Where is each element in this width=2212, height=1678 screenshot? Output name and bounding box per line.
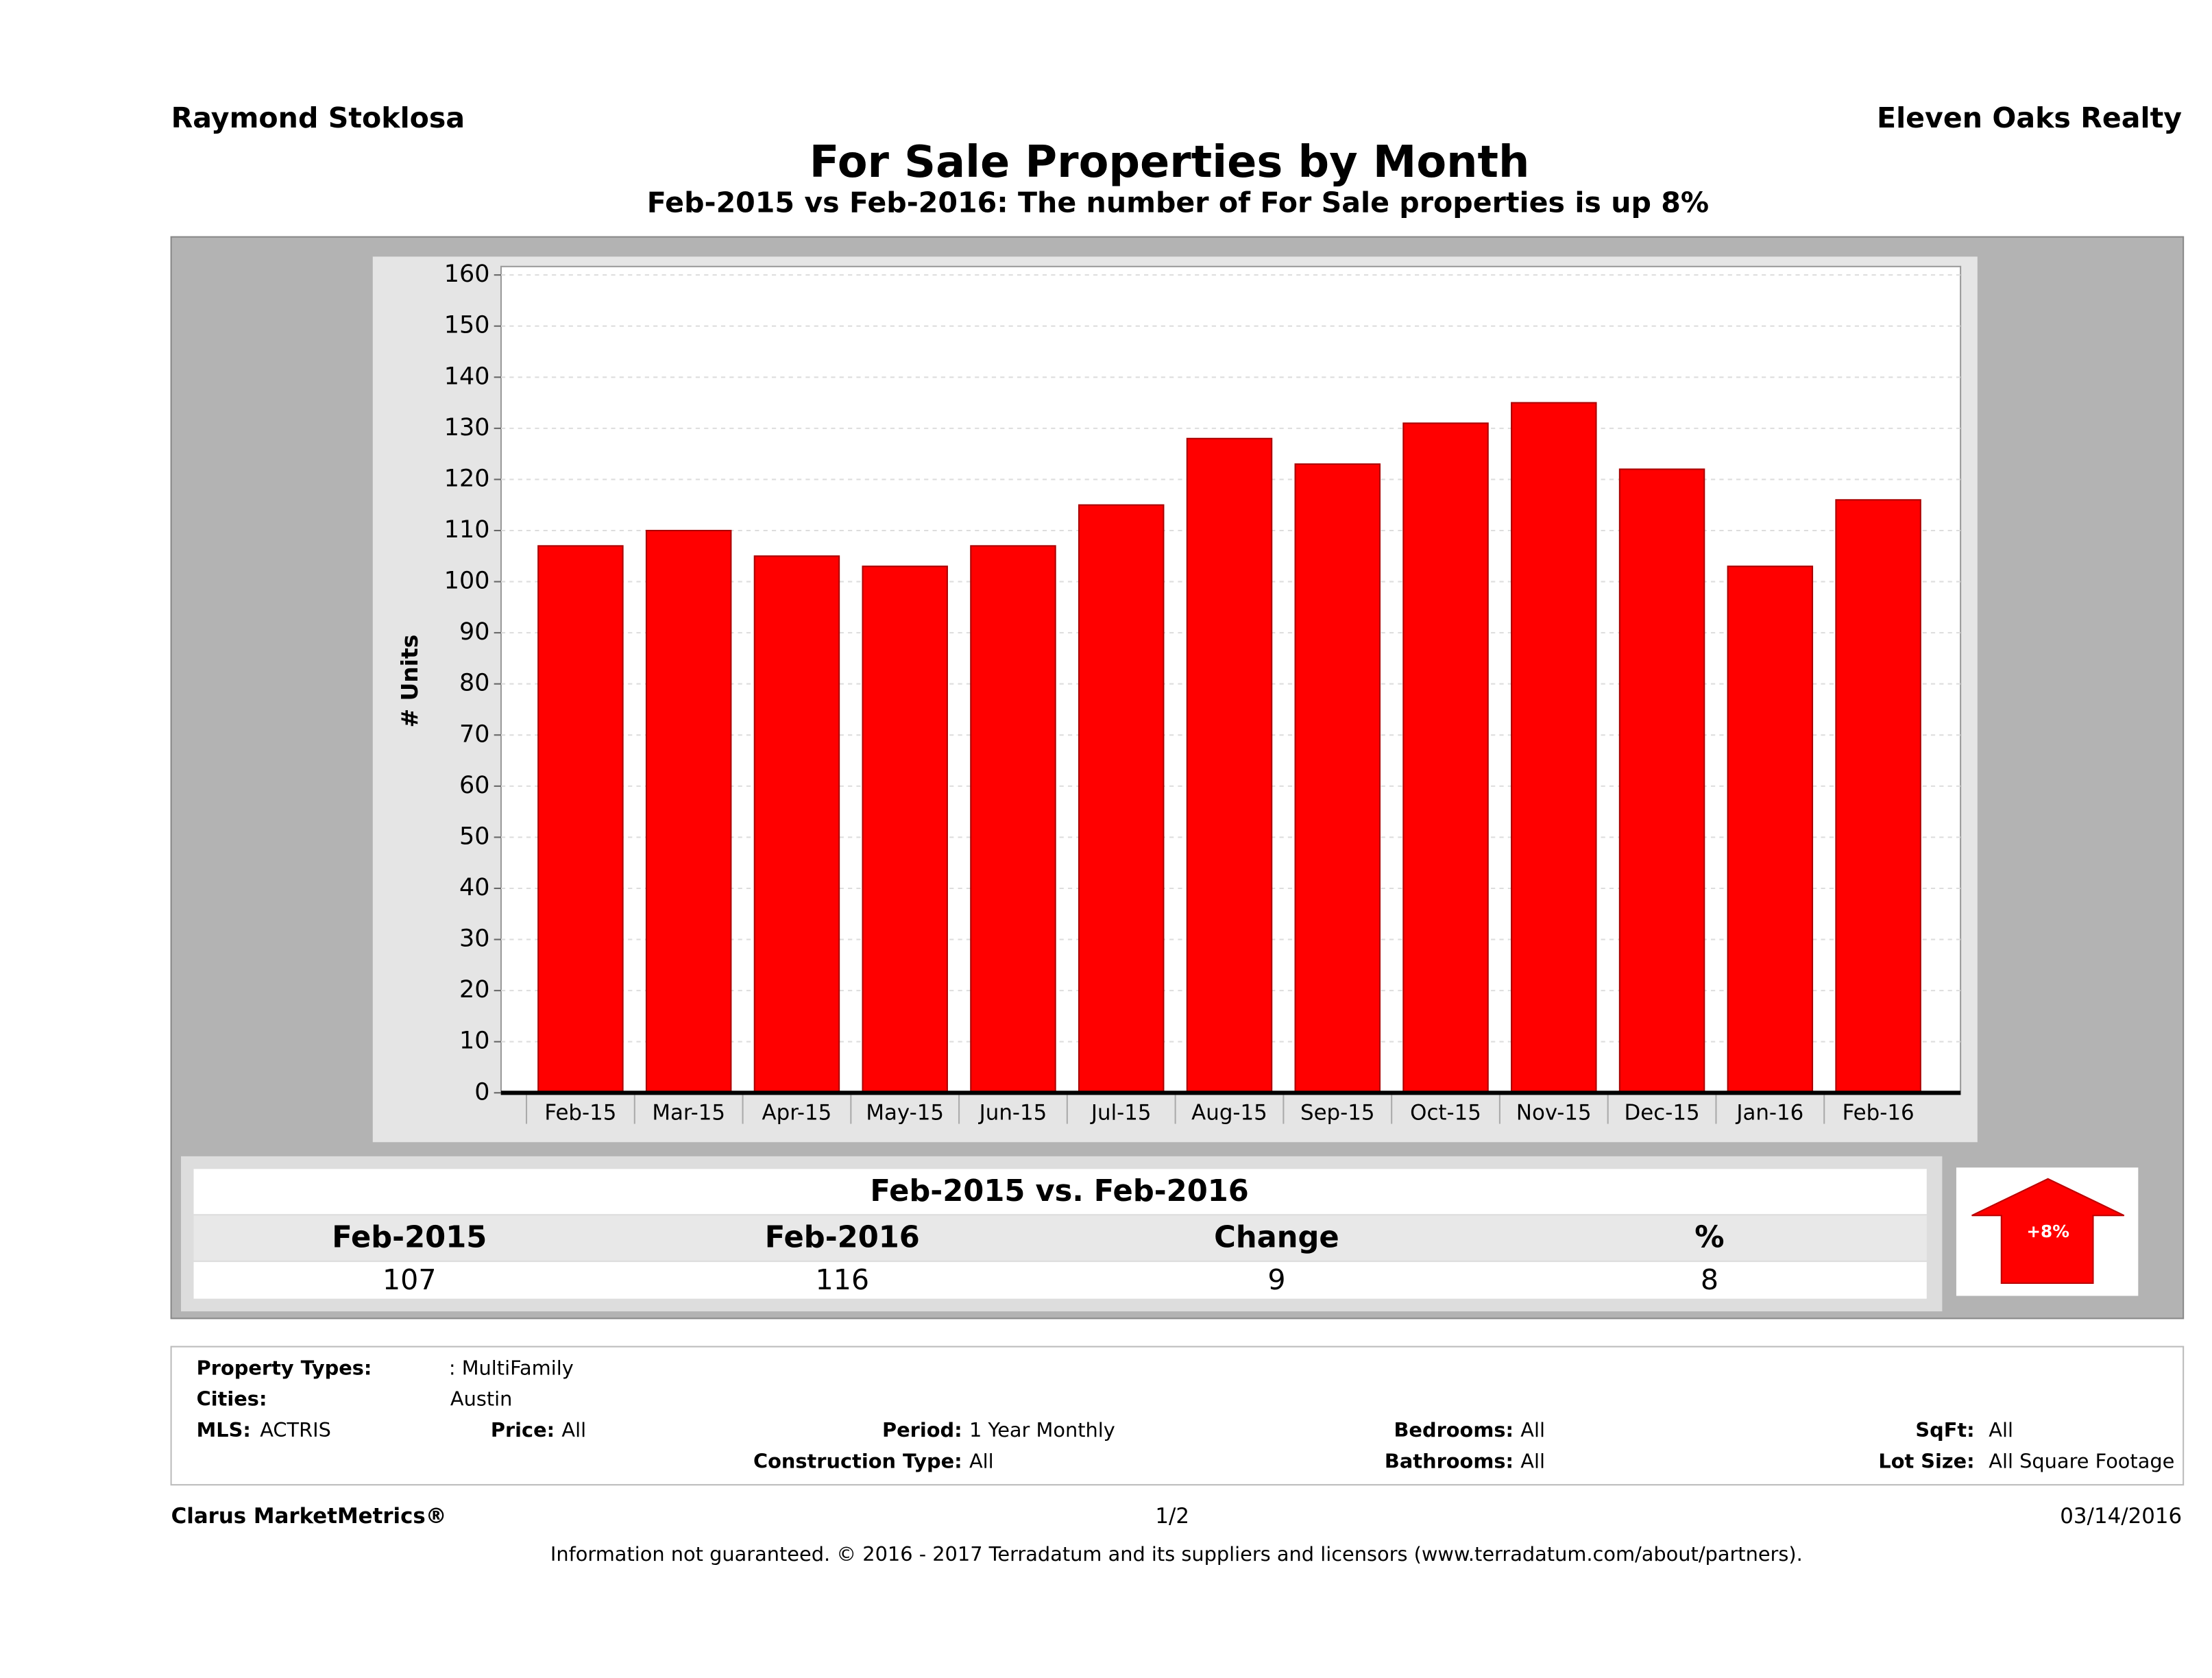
- x-tick-label: Dec-15: [1625, 1101, 1700, 1126]
- bar: [1727, 566, 1814, 1094]
- summary-header: %: [1694, 1221, 1724, 1255]
- info-label: Period:: [882, 1418, 962, 1442]
- chart-title: For Sale Properties by Month: [810, 137, 1530, 188]
- x-tick-label: Aug-15: [1191, 1101, 1267, 1126]
- info-value: All: [1520, 1418, 1545, 1442]
- info-value: 1 Year Monthly: [969, 1418, 1115, 1442]
- summary-header-row: [193, 1215, 1927, 1261]
- bar: [1511, 402, 1597, 1094]
- badge-text: +8%: [2026, 1221, 2069, 1241]
- chart-subtitle: Feb-2015 vs Feb-2016: The number of For …: [647, 186, 1709, 219]
- bar: [1835, 499, 1921, 1094]
- info-label: Construction Type:: [753, 1449, 962, 1472]
- info-value: ACTRIS: [260, 1418, 331, 1442]
- bar: [970, 545, 1056, 1094]
- info-value: : MultiFamily: [449, 1356, 574, 1379]
- y-tick-label: 130: [444, 414, 490, 441]
- info-value: All: [1989, 1418, 2013, 1442]
- footer-brand: Clarus MarketMetrics®: [171, 1504, 447, 1529]
- y-tick-label: 160: [444, 260, 490, 288]
- y-tick-label: 60: [459, 772, 490, 799]
- x-tick-label: Jun-15: [978, 1101, 1047, 1126]
- y-tick-label: 80: [459, 670, 490, 697]
- summary-value: 116: [816, 1263, 870, 1296]
- info-label: Cities:: [197, 1387, 267, 1411]
- y-tick-label: 100: [444, 568, 490, 595]
- x-tick-label: Apr-15: [762, 1101, 832, 1126]
- summary-header: Feb-2016: [765, 1221, 920, 1255]
- agent-name: Raymond Stoklosa: [171, 101, 465, 134]
- summary-title: Feb-2015 vs. Feb-2016: [870, 1174, 1248, 1208]
- plot: 0 10 20 30 40 50 60 70 80 90 100 110 120 130 140 150 160…: [444, 260, 1961, 1126]
- company-name: Eleven Oaks Realty: [1877, 101, 2182, 134]
- bar: [1618, 468, 1705, 1094]
- y-axis-label: # Units: [396, 635, 423, 728]
- y-tick-label: 110: [444, 516, 490, 544]
- report-date: 03/14/2016: [2060, 1504, 2182, 1529]
- summary-header: Change: [1214, 1221, 1339, 1255]
- disclaimer: Information not guaranteed. © 2016 - 201…: [550, 1542, 1803, 1566]
- x-tick-label: Jul-15: [1090, 1101, 1152, 1126]
- x-tick-label: Feb-16: [1843, 1101, 1915, 1126]
- y-tick-label: 70: [459, 720, 490, 748]
- info-value: All: [1520, 1449, 1545, 1472]
- x-tick-label: Sep-15: [1300, 1101, 1375, 1126]
- x-tick-label: Nov-15: [1516, 1101, 1592, 1126]
- info-label: SqFt:: [1915, 1418, 1974, 1442]
- info-label: Bedrooms:: [1394, 1418, 1514, 1442]
- info-value: Austin: [450, 1387, 512, 1411]
- summary-title-row: [193, 1169, 1927, 1215]
- summary-value: 107: [382, 1263, 437, 1296]
- info-label: MLS:: [197, 1418, 251, 1442]
- info: Property Types: : MultiFamily Cities: Au…: [197, 1356, 2175, 1472]
- summary-value-row: [193, 1262, 1927, 1299]
- x-tick-label: Mar-15: [652, 1101, 725, 1126]
- bar: [862, 566, 948, 1094]
- y-tick-label: 150: [444, 312, 490, 339]
- bar: [1402, 422, 1489, 1094]
- bar: [537, 545, 624, 1094]
- up-arrow: [1971, 1178, 2125, 1285]
- y-tick-label: 120: [444, 465, 490, 492]
- y-tick-label: 40: [459, 874, 490, 901]
- summary-value: 9: [1267, 1263, 1285, 1296]
- y-tick-label: 10: [459, 1028, 490, 1055]
- y-tick-label: 50: [459, 823, 490, 850]
- summary-value: 8: [1701, 1263, 1718, 1296]
- summary-table: Feb-2015 107 Feb-2016 116 Change 9% 8: [332, 1221, 1724, 1296]
- info-box: [170, 1346, 2185, 1486]
- y-tick-label: 140: [444, 363, 490, 390]
- y-tick-label: 20: [459, 976, 490, 1004]
- bar: [1294, 463, 1381, 1094]
- info-label: Price:: [491, 1418, 555, 1442]
- bar: [645, 529, 732, 1094]
- bar: [753, 555, 840, 1094]
- info-label: Bathrooms:: [1385, 1449, 1514, 1472]
- x-tick-label: Oct-15: [1410, 1101, 1481, 1126]
- y-tick-label: 0: [474, 1078, 489, 1106]
- x-tick-label: Feb-15: [544, 1101, 616, 1126]
- y-tick-label: 30: [459, 925, 490, 953]
- x-tick-label: Jan-16: [1735, 1101, 1803, 1126]
- info-value: All: [561, 1418, 586, 1442]
- y-tick-label: 90: [459, 618, 490, 646]
- info-label: Lot Size:: [1878, 1449, 1974, 1472]
- bar: [1078, 504, 1165, 1094]
- info-label: Property Types:: [197, 1356, 372, 1379]
- summary-header: Feb-2015: [332, 1221, 487, 1255]
- x-tick-label: May-15: [866, 1101, 944, 1126]
- info-value: All: [969, 1449, 994, 1472]
- bar: [1186, 437, 1273, 1094]
- page-number: 1/2: [1155, 1504, 1189, 1529]
- info-value: All Square Footage: [1989, 1449, 2174, 1472]
